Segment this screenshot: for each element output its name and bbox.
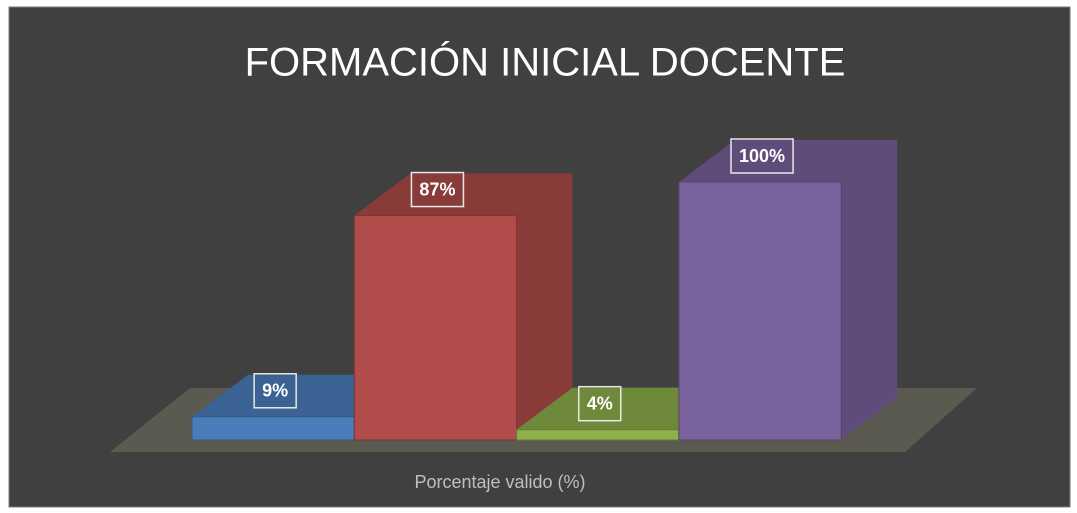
bar-side <box>516 173 573 441</box>
chart-title: FORMACIÓN INICIAL DOCENTE <box>245 40 846 85</box>
data-label: 9% <box>262 381 288 401</box>
bar <box>516 429 680 441</box>
data-label: 4% <box>587 393 613 413</box>
bar <box>678 181 842 441</box>
data-label: 100% <box>739 146 785 166</box>
bar-top <box>678 140 898 182</box>
data-label-box <box>730 138 794 174</box>
x-axis-label: Porcentaje valido (%) <box>414 472 585 492</box>
bar-side <box>841 140 898 440</box>
bar <box>191 416 355 441</box>
bar <box>353 215 518 441</box>
data-label-box <box>253 373 297 409</box>
data-label: 87% <box>419 179 455 199</box>
data-label-box <box>577 385 622 422</box>
data-label-box <box>410 171 465 208</box>
